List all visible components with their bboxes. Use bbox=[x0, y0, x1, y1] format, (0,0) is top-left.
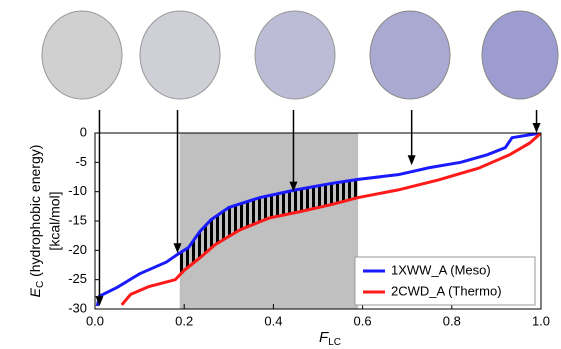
arrow bbox=[533, 110, 541, 133]
x-tick-label: 0.0 bbox=[86, 313, 104, 328]
y-tick-label: -15 bbox=[68, 212, 87, 227]
y-tick-label: -5 bbox=[75, 154, 87, 169]
x-tick-label: 0.4 bbox=[264, 313, 282, 328]
protein-image bbox=[255, 11, 335, 99]
protein-image bbox=[370, 11, 450, 99]
chart: FLC EC (hydrophobic energy) [kcal/mol] 0… bbox=[0, 0, 561, 349]
y-axis-unit: [kcal/mol] bbox=[47, 191, 63, 250]
shaded-region bbox=[180, 133, 358, 309]
legend-label: 1XWW_A (Meso) bbox=[391, 262, 491, 277]
arrow bbox=[408, 110, 416, 165]
y-tick-label: -20 bbox=[68, 242, 87, 257]
arrow-head bbox=[408, 155, 416, 165]
x-tick-label: 0.2 bbox=[175, 313, 193, 328]
arrow bbox=[95, 110, 103, 306]
y-tick-label: -10 bbox=[68, 183, 87, 198]
protein-image bbox=[140, 11, 220, 99]
x-tick-label: 0.8 bbox=[443, 313, 461, 328]
legend-label: 2CWD_A (Thermo) bbox=[391, 283, 502, 298]
arrow-head bbox=[533, 123, 541, 133]
y-tick-label: -30 bbox=[68, 300, 87, 315]
x-tick-label: 1.0 bbox=[532, 313, 550, 328]
protein-image bbox=[482, 11, 558, 99]
x-tick-label: 0.6 bbox=[354, 313, 372, 328]
legend: 1XWW_A (Meso) 2CWD_A (Thermo) bbox=[355, 257, 535, 305]
y-tick-label: 0 bbox=[80, 124, 87, 139]
protein-image bbox=[42, 11, 122, 99]
y-tick-label: -25 bbox=[68, 271, 87, 286]
protein-images bbox=[42, 11, 558, 99]
x-axis-label: FLC bbox=[319, 329, 341, 348]
y-axis-label: EC (hydrophobic energy) bbox=[27, 145, 46, 298]
